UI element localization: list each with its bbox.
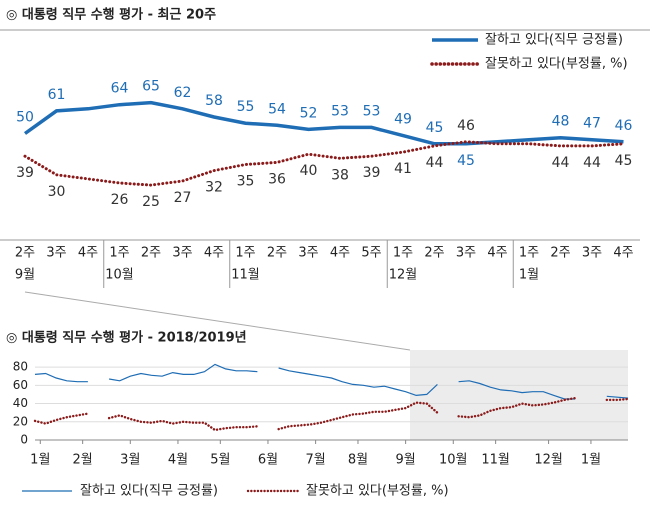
x-tick-label: 4주: [204, 246, 224, 261]
x-group-label: 11월: [231, 268, 260, 283]
data-label: 44: [583, 155, 601, 171]
x-tick-label: 1주: [235, 246, 255, 261]
series-line: [23, 100, 624, 146]
x-tick-label: 1월: [581, 453, 601, 468]
data-label: 53: [363, 103, 381, 119]
x-tick-label: 2월: [73, 453, 93, 468]
legend-label: 잘하고 있다(직무 긍정률): [485, 33, 623, 48]
data-label: 61: [48, 87, 66, 103]
data-label: 64: [111, 81, 129, 97]
data-label: 53: [331, 103, 349, 119]
data-label: 58: [205, 93, 223, 109]
x-tick-label: 3주: [298, 246, 318, 261]
data-label: 55: [237, 99, 255, 115]
x-group-label: 12월: [389, 268, 418, 283]
x-group-label: 10월: [105, 268, 134, 283]
legend-label: 잘하고 있다(직무 긍정률): [80, 484, 218, 499]
data-label: 46: [457, 118, 475, 134]
data-label: 39: [16, 165, 34, 181]
y-tick-label: 60: [13, 378, 28, 392]
chart-title: ◎ 대통령 직무 수행 평가 - 최근 20주: [6, 7, 216, 23]
x-group-label: 1월: [519, 268, 539, 283]
data-label: 36: [268, 171, 286, 187]
x-tick-label: 1주: [393, 246, 413, 261]
x-tick-label: 5월: [210, 453, 230, 468]
chart-title: ◎ 대통령 직무 수행 평가 - 2018/2019년: [6, 330, 247, 346]
x-tick-label: 6월: [258, 453, 278, 468]
data-label: 32: [205, 180, 223, 196]
data-label: 65: [142, 79, 160, 95]
data-label: 30: [48, 184, 66, 200]
data-label: 26: [111, 192, 129, 208]
data-label: 44: [552, 155, 570, 171]
x-tick-label: 10월: [439, 453, 468, 468]
data-label: 49: [394, 112, 412, 128]
data-label: 44: [426, 155, 444, 171]
data-label: 45: [615, 153, 633, 169]
x-tick-label: 7월: [305, 453, 325, 468]
data-label: 25: [142, 194, 160, 210]
data-label: 35: [237, 173, 255, 189]
x-tick-label: 3주: [456, 246, 476, 261]
x-tick-label: 2주: [267, 246, 287, 261]
x-tick-label: 1주: [109, 246, 129, 261]
x-tick-label: 5주: [361, 246, 381, 261]
series-line: [34, 363, 629, 400]
x-group-label: 9월: [15, 268, 35, 283]
x-tick-label: 11월: [481, 453, 510, 468]
data-label: 40: [300, 163, 318, 179]
data-label: 39: [363, 165, 381, 181]
x-tick-label: 3월: [120, 453, 140, 468]
data-label: 62: [174, 85, 192, 101]
zoom-region: [410, 350, 628, 440]
x-tick-label: 4주: [487, 246, 507, 261]
x-tick-label: 4주: [78, 246, 98, 261]
y-tick-label: 40: [13, 396, 28, 410]
zoom-connector: [24, 291, 411, 351]
x-tick-label: 1주: [519, 246, 539, 261]
legend-label: 잘못하고 있다(부정률, %): [485, 57, 628, 72]
data-label: 45: [426, 120, 444, 136]
x-tick-label: 8월: [348, 453, 368, 468]
x-tick-label: 2주: [424, 246, 444, 261]
x-tick-label: 2주: [550, 246, 570, 261]
data-label: 52: [300, 105, 318, 121]
data-label: 45: [457, 153, 475, 169]
x-tick-label: 3주: [46, 246, 66, 261]
y-tick-label: 0: [20, 433, 28, 447]
x-tick-label: 2주: [15, 246, 35, 261]
x-tick-label: 4월: [168, 453, 188, 468]
data-label: 54: [268, 101, 286, 117]
data-label: 27: [174, 190, 192, 206]
data-label: 38: [331, 167, 349, 183]
data-label: 50: [16, 110, 34, 126]
x-tick-label: 4주: [613, 246, 633, 261]
y-tick-label: 80: [13, 360, 28, 374]
series-line: [23, 140, 625, 187]
x-tick-label: 3주: [172, 246, 192, 261]
x-tick-label: 9월: [396, 453, 416, 468]
data-label: 48: [552, 114, 570, 130]
x-tick-label: 1월: [30, 453, 50, 468]
x-tick-label: 4주: [330, 246, 350, 261]
data-label: 46: [615, 118, 633, 134]
series-line: [33, 396, 630, 432]
data-label: 41: [394, 161, 412, 177]
x-tick-label: 3주: [582, 246, 602, 261]
x-tick-label: 12월: [534, 453, 563, 468]
x-tick-label: 2주: [141, 246, 161, 261]
y-tick-label: 20: [13, 414, 28, 428]
data-label: 47: [583, 116, 601, 132]
legend-label: 잘못하고 있다(부정률, %): [306, 484, 449, 499]
